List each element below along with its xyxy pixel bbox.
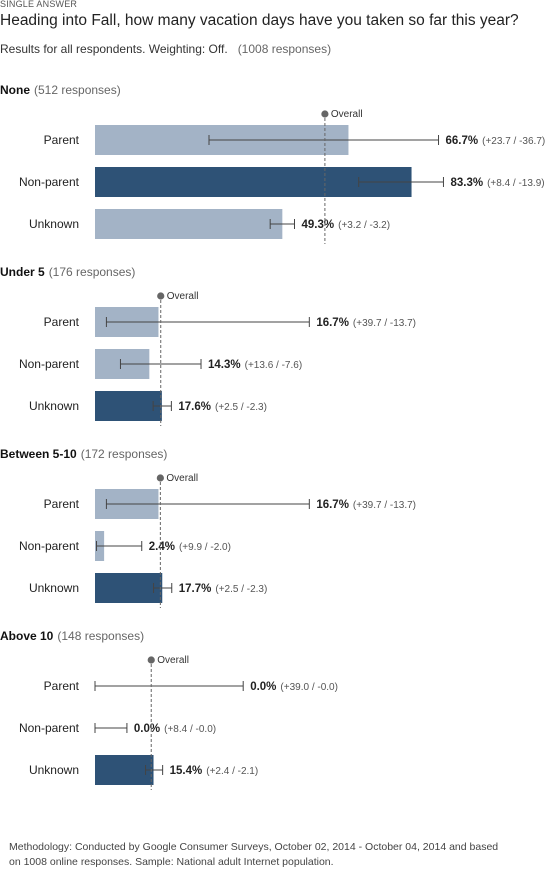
row-label: Parent	[44, 315, 80, 329]
value-label: 14.3% (+13.6 / -7.6)	[208, 359, 302, 371]
data-bar	[95, 755, 154, 785]
row-label: Non-parent	[19, 539, 80, 553]
value-error-range: (+2.5 / -2.3)	[215, 584, 267, 595]
value-label: 15.4% (+2.4 / -2.1)	[170, 765, 259, 777]
section-group: Between 5-10 (172 responses) Parent 16.7% (+…	[0, 447, 416, 608]
section-title-text: Between 5-10	[0, 447, 77, 461]
value-percent: 66.7%	[446, 135, 479, 147]
row-label: Unknown	[29, 217, 79, 231]
section-response-count: (512 responses)	[34, 83, 121, 97]
question-title: Heading into Fall, how many vacation day…	[0, 12, 519, 29]
value-label: 0.0% (+39.0 / -0.0)	[250, 681, 338, 693]
methodology-note: Methodology: Conducted by Google Consume…	[9, 841, 499, 868]
value-error-range: (+3.2 / -3.2)	[338, 220, 390, 231]
row-label: Parent	[44, 133, 80, 147]
value-percent: 17.6%	[178, 401, 211, 413]
value-label: 83.3% (+8.4 / -13.9)	[450, 177, 544, 189]
total-responses: (1008 responses)	[237, 42, 332, 56]
results-subtitle: Results for all respondents. Weighting: …	[0, 42, 331, 56]
overall-label: Overall	[166, 473, 198, 484]
value-label: 17.6% (+2.5 / -2.3)	[178, 401, 267, 413]
section-group: Above 10 (148 responses) Parent 0.0% (+39.0 …	[0, 629, 338, 790]
value-label: 16.7% (+39.7 / -13.7)	[316, 317, 416, 329]
section-response-count: (176 responses)	[49, 265, 136, 279]
row-label: Parent	[44, 497, 80, 511]
overall-label: Overall	[331, 109, 363, 120]
section-title: Under 5 (176 responses)	[0, 265, 135, 279]
section-title-text: Above 10	[0, 629, 54, 643]
section-response-count: (148 responses)	[57, 629, 144, 643]
question-type-label: SINGLE ANSWER	[0, 0, 78, 9]
section-title-text: Under 5	[0, 265, 45, 279]
value-error-range: (+8.4 / -0.0)	[164, 724, 216, 735]
section-group: Under 5 (176 responses) Parent 16.7% (+39.7 …	[0, 265, 416, 426]
value-percent: 16.7%	[316, 317, 349, 329]
row-label: Non-parent	[19, 357, 80, 371]
data-bar	[95, 573, 163, 603]
section-group: None (512 responses) Parent 66.7% (+23.7 / -…	[0, 83, 545, 244]
data-bar	[95, 391, 162, 421]
value-percent: 15.4%	[170, 765, 203, 777]
value-error-range: (+9.9 / -2.0)	[179, 542, 231, 553]
value-label: 2.4% (+9.9 / -2.0)	[149, 541, 231, 553]
value-error-range: (+8.4 / -13.9)	[487, 178, 545, 189]
overall-marker-dot	[157, 292, 165, 300]
overall-marker-dot	[156, 474, 164, 482]
section-title-text: None	[0, 83, 30, 97]
overall-marker-dot	[147, 656, 155, 664]
value-label: 0.0% (+8.4 / -0.0)	[134, 723, 216, 735]
row-label: Unknown	[29, 763, 79, 777]
section-title: Between 5-10 (172 responses)	[0, 447, 167, 461]
row-label: Non-parent	[19, 175, 80, 189]
weighting-text: Results for all respondents. Weighting: …	[0, 42, 228, 56]
row-label: Unknown	[29, 399, 79, 413]
overall-label: Overall	[157, 655, 189, 666]
value-label: 66.7% (+23.7 / -36.7)	[446, 135, 546, 147]
value-percent: 0.0%	[250, 681, 276, 693]
value-error-range: (+23.7 / -36.7)	[482, 136, 545, 147]
value-percent: 2.4%	[149, 541, 175, 553]
value-error-range: (+13.6 / -7.6)	[245, 360, 303, 371]
overall-label: Overall	[167, 291, 199, 302]
value-percent: 14.3%	[208, 359, 241, 371]
data-bar	[95, 209, 283, 239]
value-error-range: (+39.7 / -13.7)	[353, 500, 416, 511]
value-percent: 83.3%	[450, 177, 483, 189]
value-percent: 16.7%	[316, 499, 349, 511]
value-label: 16.7% (+39.7 / -13.7)	[316, 499, 416, 511]
value-percent: 49.3%	[302, 219, 335, 231]
row-label: Non-parent	[19, 721, 80, 735]
results-chart: None (512 responses) Parent 66.7% (+23.7 / -…	[0, 83, 545, 790]
value-percent: 17.7%	[179, 583, 212, 595]
section-title: Above 10 (148 responses)	[0, 629, 144, 643]
overall-marker-dot	[321, 110, 329, 118]
row-label: Unknown	[29, 581, 79, 595]
value-label: 49.3% (+3.2 / -3.2)	[302, 219, 391, 231]
section-response-count: (172 responses)	[81, 447, 168, 461]
value-error-range: (+39.0 / -0.0)	[280, 682, 338, 693]
value-label: 17.7% (+2.5 / -2.3)	[179, 583, 268, 595]
value-percent: 0.0%	[134, 723, 160, 735]
row-label: Parent	[44, 679, 80, 693]
value-error-range: (+2.5 / -2.3)	[215, 402, 267, 413]
value-error-range: (+2.4 / -2.1)	[206, 766, 258, 777]
section-title: None (512 responses)	[0, 83, 121, 97]
value-error-range: (+39.7 / -13.7)	[353, 318, 416, 329]
